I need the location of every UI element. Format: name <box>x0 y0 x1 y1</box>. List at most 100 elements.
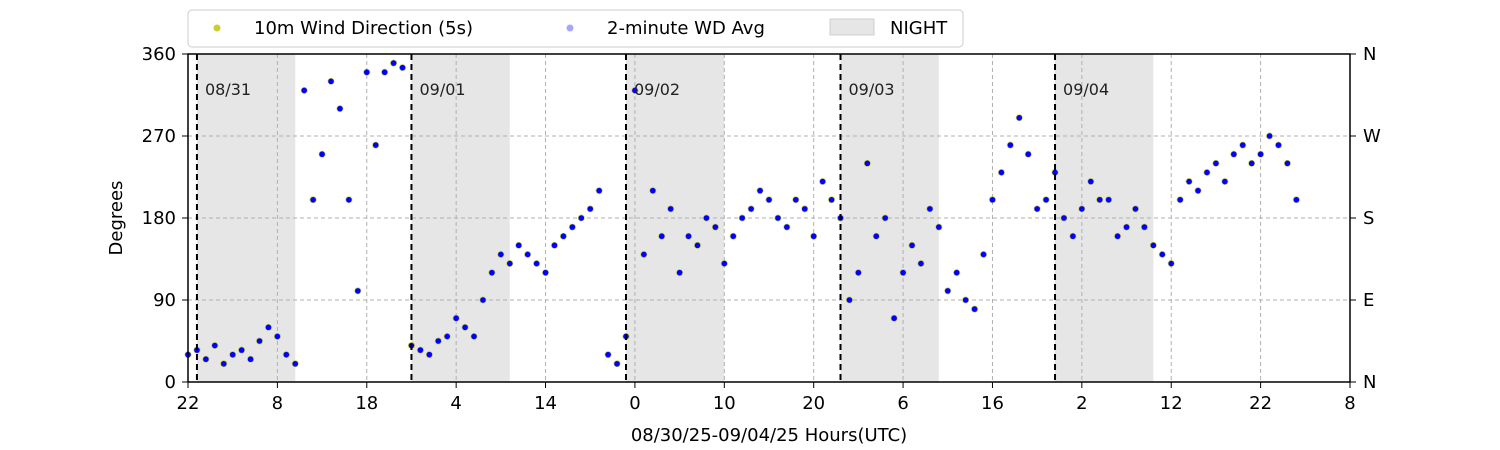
wd-avg-point <box>1195 187 1201 194</box>
wd-avg-point <box>247 356 254 363</box>
wd-avg-point <box>1213 160 1219 167</box>
wd-avg-point <box>998 169 1005 176</box>
x-tick-label: 4 <box>450 393 461 414</box>
wd-avg-point <box>337 105 343 112</box>
wd-avg-point <box>283 351 290 358</box>
wd-avg-point <box>775 215 781 221</box>
x-tick-label: 12 <box>1160 393 1183 414</box>
wd-avg-point <box>980 251 987 258</box>
wd-avg-point <box>1007 142 1014 148</box>
day-label: 09/04 <box>1063 80 1109 99</box>
wd-avg-point <box>471 333 477 340</box>
wd-avg-point <box>381 69 388 76</box>
wd-avg-point <box>498 251 504 258</box>
wd-avg-point <box>1222 178 1228 185</box>
wd-avg-point <box>310 196 316 203</box>
x-axis-ticks: 22 8 18 4 14 0 10 20 6 16 2 12 22 8 <box>177 382 1356 414</box>
wd-avg-point <box>1070 233 1076 240</box>
wd-avg-point <box>685 233 692 240</box>
wd-avg-point <box>1123 224 1130 230</box>
wd-avg-point <box>667 206 674 212</box>
wd-avg-point <box>721 260 728 267</box>
wd-avg-point <box>194 347 200 353</box>
wd-avg-point <box>864 160 871 167</box>
wd-avg-point <box>274 333 281 340</box>
wd-avg-point <box>757 187 763 194</box>
legend-box <box>187 9 964 48</box>
x-tick-label: 22 <box>1249 393 1272 414</box>
x-axis-label: 08/30/25-09/04/25 Hours(UTC) <box>631 425 907 446</box>
wd-avg-point <box>587 206 594 212</box>
wd-avg-point <box>1087 178 1094 185</box>
wd-avg-point <box>203 356 209 363</box>
wd-avg-point <box>238 347 245 353</box>
wd-avg-point <box>927 206 933 212</box>
legend-label: 2-minute WD Avg <box>607 18 765 39</box>
midnight-markers: 08/31 09/01 09/02 09/03 09/04 <box>195 54 1109 382</box>
wd-avg-point <box>962 297 969 303</box>
wd-avg-point <box>918 260 924 267</box>
y-axis-right-ticks: N E S W N <box>1350 44 1381 393</box>
wd-avg-point <box>1052 169 1058 176</box>
wd-avg-point <box>1293 196 1300 203</box>
wd-avg-point <box>1141 224 1148 230</box>
wd-avg-point <box>1096 196 1103 203</box>
wd-avg-point <box>703 215 710 221</box>
wd-avg-point <box>730 233 737 240</box>
wd-avg-point <box>793 196 799 203</box>
wd-avg-point <box>1168 260 1175 267</box>
wd-avg-point <box>605 351 611 358</box>
wd-avg-point <box>265 324 272 331</box>
wd-avg-point <box>801 206 808 212</box>
wd-avg-point <box>909 242 915 249</box>
wd-avg-point <box>363 69 370 76</box>
wd-avg-point <box>658 233 665 240</box>
wd-avg-point <box>560 233 567 240</box>
series-2min-avg <box>185 60 1300 367</box>
wd-avg-point <box>891 315 897 322</box>
wd-avg-point <box>212 342 218 349</box>
y-tick-label: 0 <box>165 372 176 393</box>
legend-label: NIGHT <box>890 18 948 39</box>
wd-avg-point <box>1079 206 1085 212</box>
wd-avg-point <box>882 215 888 221</box>
wd-avg-point <box>846 297 853 303</box>
wd-avg-point <box>819 178 826 185</box>
wd-avg-point <box>953 269 960 276</box>
wd-avg-point <box>936 224 942 230</box>
wd-avg-point <box>989 196 996 203</box>
wd-avg-point <box>944 288 951 294</box>
wd-avg-point <box>1177 196 1183 203</box>
legend-marker <box>213 24 221 32</box>
y-right-tick-label: E <box>1363 290 1374 311</box>
wd-avg-point <box>524 251 531 258</box>
wd-avg-point <box>1284 160 1291 167</box>
wd-avg-point <box>229 351 236 358</box>
x-tick-label: 8 <box>272 393 283 414</box>
legend-label: 10m Wind Direction (5s) <box>254 18 473 39</box>
y-tick-label: 360 <box>142 44 176 65</box>
y-tick-label: 180 <box>142 208 176 229</box>
wd-avg-point <box>256 338 263 344</box>
wd-avg-point <box>784 224 790 230</box>
day-label: 09/03 <box>849 80 895 99</box>
grid <box>187 53 1351 383</box>
wd-avg-point <box>1016 114 1023 121</box>
wd-avg-point <box>480 297 486 303</box>
wd-avg-point <box>489 269 495 276</box>
wd-avg-point <box>569 224 576 230</box>
wd-avg-point <box>1275 142 1282 148</box>
x-tick-label: 8 <box>1344 393 1355 414</box>
wd-avg-point <box>444 333 451 340</box>
day-label: 09/02 <box>634 80 680 99</box>
y-right-tick-label: S <box>1363 208 1374 229</box>
x-tick-label: 2 <box>1076 393 1087 414</box>
wd-avg-point <box>220 360 227 367</box>
x-tick-label: 14 <box>534 393 557 414</box>
wd-avg-point <box>694 242 701 249</box>
day-label: 09/01 <box>419 80 465 99</box>
y-right-tick-label: N <box>1363 44 1376 65</box>
legend-night-swatch <box>829 18 875 36</box>
y-axis-label: Degrees <box>106 181 127 256</box>
